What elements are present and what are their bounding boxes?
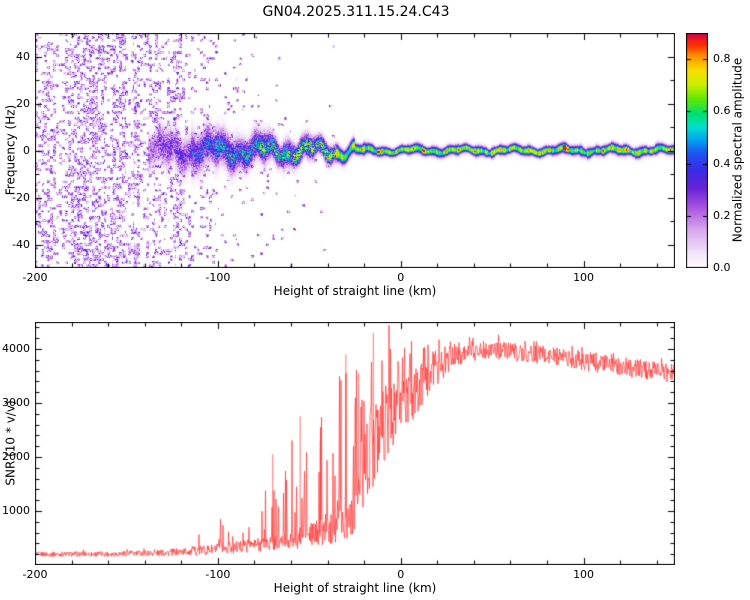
colorbar-axis-label: Normalized spectral amplitude [730,57,745,243]
snr-y-tick-label: 4000 [2,342,30,355]
spectrogram-x-tick-label: -100 [205,271,231,284]
figure-title: GN04.2025.311.15.24.C43 [262,4,450,20]
snr-x-tick-label: 100 [573,568,595,581]
snr-y-tick-label: 2000 [2,450,30,463]
snr-x-tick-label: -200 [22,568,48,581]
spectrogram-canvas [35,33,675,268]
spectrogram-x-tick-label: -200 [22,271,48,284]
snr-y-tick-label: 3000 [2,396,30,409]
snr-x-tick-label: 0 [397,568,405,581]
colorbar-tick-label: 0.8 [713,52,731,66]
spectrogram-x-axis-label: Height of straight line (km) [273,284,437,298]
spectrogram-y-tick-label: 20 [16,96,30,110]
colorbar-tick-label: 0.4 [713,156,731,170]
snr-y-tick-label: 1000 [2,504,30,517]
snr-x-tick-label: -100 [205,568,231,581]
colorbar-tick-label: 0.0 [713,261,731,274]
colorbar-tick-label: 0.6 [713,104,731,118]
snr-x-axis-label: Height of straight line (km) [273,581,437,595]
spectrogram-x-tick-label: 100 [573,271,595,284]
spectrogram-y-tick-label: 40 [16,49,30,63]
colorbar-tick-label: 0.2 [713,208,731,222]
spectrogram-x-tick-label: 0 [397,271,405,284]
spectrogram-y-tick-label: -20 [12,190,30,204]
spectrogram-y-axis-label: Frequency (Hz) [3,104,18,196]
colorbar-canvas [686,33,708,268]
spectrogram-y-tick-label: 0 [23,143,30,157]
snr-y-axis-label: SNR (10 * v/v) [3,400,18,486]
snr-canvas [35,322,675,565]
spectrogram-y-tick-label: -40 [12,237,30,251]
